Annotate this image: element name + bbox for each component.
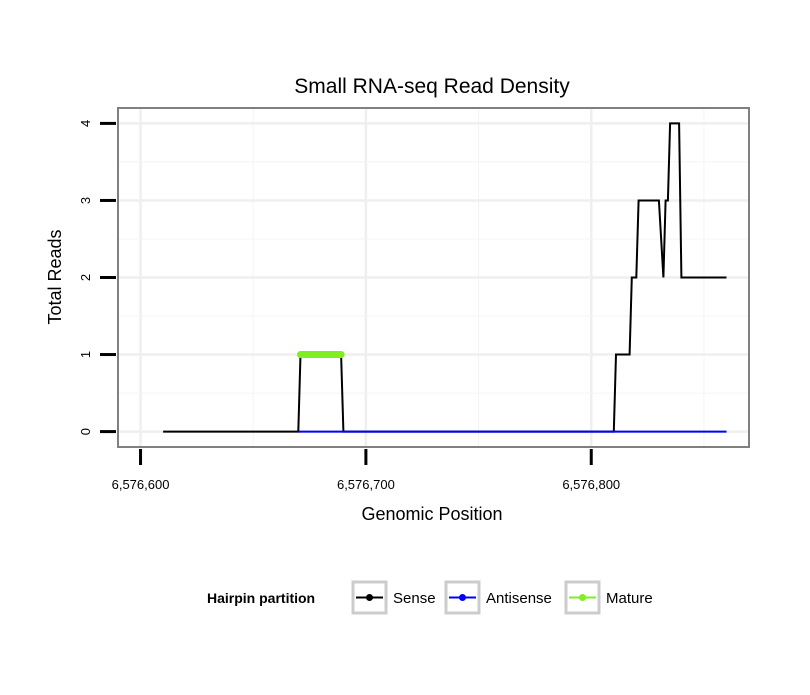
- legend-item-mature: Mature: [564, 580, 653, 615]
- y-tick-label-3: 3: [78, 197, 93, 204]
- legend-label-antisense: Antisense: [486, 590, 552, 607]
- legend-title: Hairpin partition: [207, 590, 315, 606]
- legend: Hairpin partition Sense Antisense Mature: [207, 580, 653, 615]
- chart-title: Small RNA-seq Read Density: [294, 75, 570, 98]
- legend-key-point-antisense: [459, 594, 466, 601]
- x-tick-label-1: 6,576,700: [337, 477, 395, 492]
- y-axis-label: Total Reads: [45, 229, 65, 324]
- x-tick-label-2: 6,576,800: [562, 477, 620, 492]
- y-tick-label-4: 4: [78, 120, 93, 127]
- legend-item-sense: Sense: [351, 580, 436, 615]
- legend-label-sense: Sense: [393, 590, 436, 607]
- panel-border: [117, 107, 750, 448]
- legend-key-point-sense: [366, 594, 373, 601]
- x-axis: 6,576,600 6,576,700 6,576,800: [112, 449, 620, 492]
- plot-panel: [117, 107, 750, 448]
- y-tick-label-2: 2: [78, 274, 93, 281]
- legend-item-antisense: Antisense: [444, 580, 552, 615]
- series-line-sense: [163, 122, 727, 433]
- legend-label-mature: Mature: [606, 590, 653, 607]
- x-axis-label: Genomic Position: [361, 504, 502, 524]
- legend-entries: Sense Antisense Mature: [351, 580, 653, 615]
- y-tick-label-0: 0: [78, 428, 93, 435]
- legend-key-point-mature: [579, 594, 586, 601]
- y-axis: 0 1 2 3 4: [78, 120, 116, 435]
- x-tick-label-0: 6,576,600: [112, 477, 170, 492]
- y-tick-label-1: 1: [78, 351, 93, 358]
